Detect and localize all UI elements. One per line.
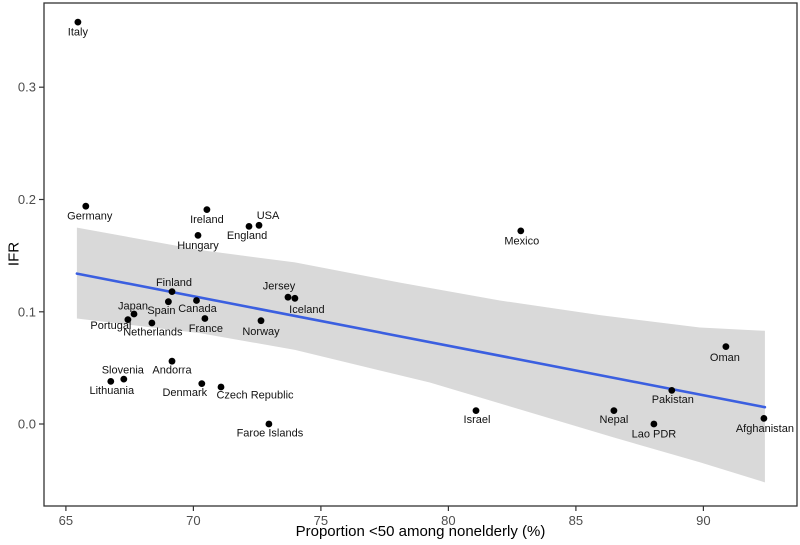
data-point bbox=[291, 294, 299, 302]
data-point bbox=[265, 420, 273, 428]
point-label: Andorra bbox=[152, 365, 192, 377]
point-label: Mexico bbox=[504, 235, 539, 247]
y-tick-label: 0.2 bbox=[18, 192, 36, 207]
data-point bbox=[203, 206, 211, 214]
point-label: Lithuania bbox=[89, 385, 135, 397]
point-label: Oman bbox=[710, 352, 740, 364]
x-tick-label: 70 bbox=[186, 513, 200, 528]
point-label: Finland bbox=[156, 277, 192, 289]
point-label: Portugal bbox=[90, 320, 131, 332]
data-point bbox=[245, 223, 253, 230]
data-point bbox=[130, 310, 138, 318]
point-label: Denmark bbox=[162, 387, 207, 399]
point-label: Netherlands bbox=[123, 327, 183, 339]
data-point bbox=[107, 378, 115, 385]
x-tick-label: 80 bbox=[441, 513, 455, 528]
data-point bbox=[124, 316, 132, 323]
data-point bbox=[472, 407, 480, 414]
trend-line bbox=[75, 272, 767, 409]
data-point bbox=[193, 297, 200, 304]
point-label: Spain bbox=[147, 305, 175, 317]
point-label: Lao PDR bbox=[632, 429, 677, 441]
point-label: Iceland bbox=[289, 304, 324, 316]
point-label: Jersey bbox=[263, 281, 296, 293]
panel-border bbox=[43, 2, 798, 507]
point-label: Hungary bbox=[177, 240, 219, 252]
point-label: Germany bbox=[67, 211, 113, 223]
point-label: France bbox=[189, 323, 223, 335]
data-point bbox=[148, 319, 156, 327]
data-point bbox=[168, 357, 176, 365]
data-point bbox=[194, 232, 202, 239]
point-label: Nepal bbox=[600, 414, 629, 426]
point-label: Czech Republic bbox=[216, 390, 294, 402]
data-point bbox=[82, 202, 90, 210]
data-point bbox=[650, 420, 658, 428]
point-label: Pakistan bbox=[652, 394, 694, 406]
data-point bbox=[198, 380, 206, 387]
data-point bbox=[517, 227, 525, 235]
point-label: Italy bbox=[68, 27, 89, 39]
point-label: Slovenia bbox=[102, 365, 145, 377]
data-point bbox=[668, 387, 676, 394]
x-tick-label: 65 bbox=[59, 513, 73, 528]
x-tick-label: 85 bbox=[569, 513, 583, 528]
data-point bbox=[74, 18, 82, 26]
data-point bbox=[120, 375, 128, 383]
point-label: Ireland bbox=[190, 214, 224, 226]
point-label: Japan bbox=[118, 301, 148, 313]
y-tick-label: 0.0 bbox=[18, 417, 36, 432]
data-point bbox=[610, 407, 618, 414]
point-label: Norway bbox=[242, 326, 280, 338]
data-point bbox=[722, 343, 730, 350]
confidence-band bbox=[76, 227, 765, 483]
point-label: Israel bbox=[464, 414, 491, 426]
x-tick-label: 90 bbox=[696, 513, 710, 528]
y-tick-label: 0.1 bbox=[18, 304, 36, 319]
data-point bbox=[255, 221, 263, 229]
data-point bbox=[257, 317, 265, 325]
data-point bbox=[284, 293, 292, 301]
point-label: USA bbox=[257, 210, 280, 222]
point-label: England bbox=[227, 230, 267, 242]
data-point bbox=[168, 288, 176, 295]
data-point bbox=[201, 315, 209, 322]
x-axis-title: Proportion <50 among nonelderly (%) bbox=[295, 523, 546, 540]
y-tick-label: 0.3 bbox=[18, 80, 36, 95]
point-label: Afghanistan bbox=[736, 423, 794, 435]
y-axis-title: IFR bbox=[5, 241, 23, 267]
x-tick-label: 75 bbox=[314, 513, 328, 528]
point-label: Canada bbox=[178, 303, 217, 315]
point-label: Faroe Islands bbox=[237, 428, 304, 440]
data-point bbox=[165, 298, 172, 306]
data-point bbox=[760, 415, 768, 422]
data-point bbox=[217, 383, 225, 391]
